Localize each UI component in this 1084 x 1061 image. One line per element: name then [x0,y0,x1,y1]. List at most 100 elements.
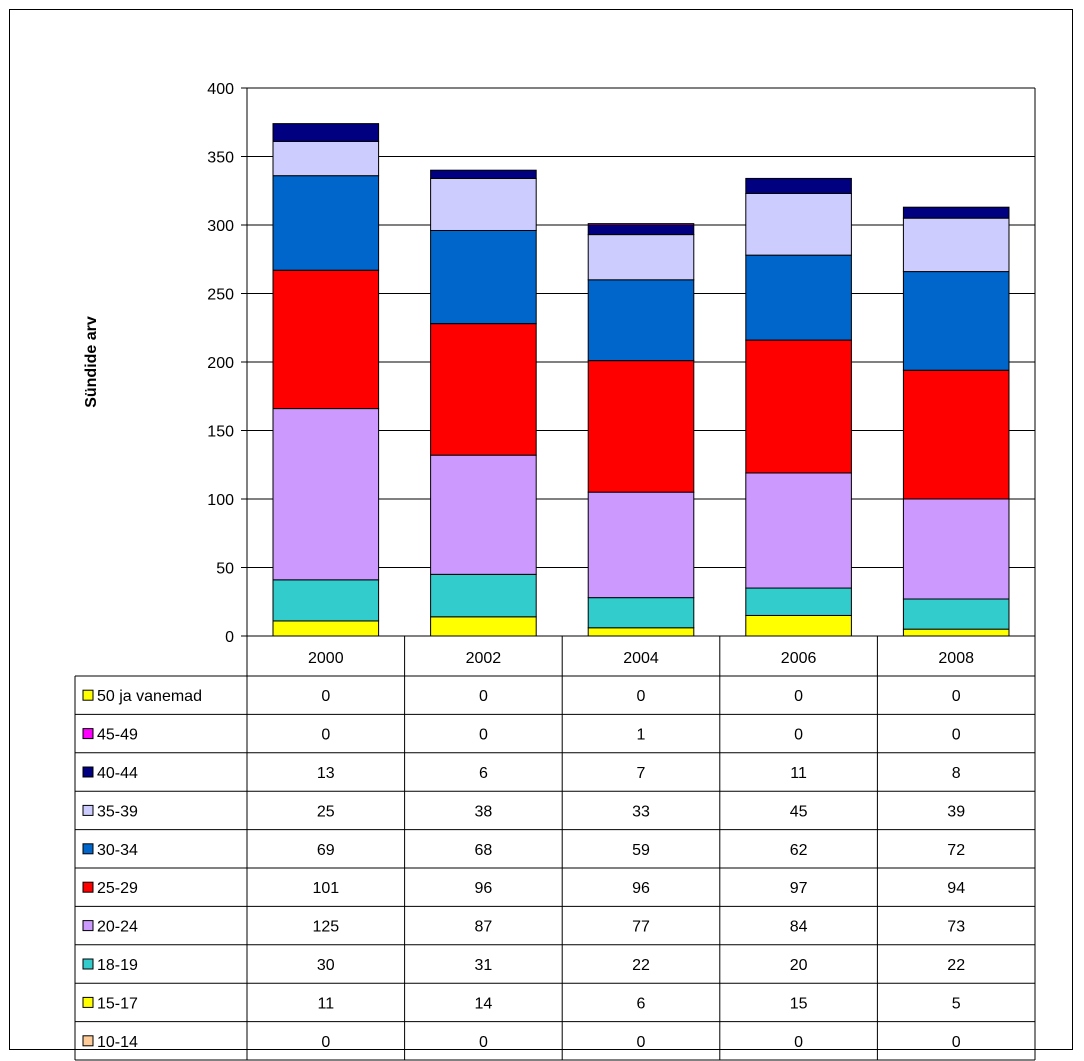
legend-label: 50 ja vanemad [97,688,202,705]
table-cell-value: 0 [952,688,961,705]
bar-segment [745,192,852,256]
chart-frame [9,9,1073,1050]
table-cell-value: 0 [321,688,330,705]
bar-segment [902,369,1010,500]
x-category-label: 2008 [938,650,974,667]
bar-segment [430,616,537,637]
table-cell-value: 84 [790,919,808,936]
table-cell-value: 0 [479,727,488,744]
table-cell-value: 45 [790,803,808,820]
legend-swatch [82,804,94,816]
table-cell-value: 62 [790,842,808,859]
y-tick-label: 400 [207,81,234,98]
legend-label: 25-29 [97,880,138,897]
y-tick-label: 350 [207,150,234,167]
bar-segment [587,223,695,226]
table-cell-value: 69 [317,842,335,859]
bar-segment [272,123,380,142]
legend-label: 18-19 [97,957,138,974]
bar-segment [745,339,852,474]
table-cell-value: 13 [317,765,335,782]
table-cell-value: 11 [790,765,807,782]
table-cell-value: 72 [947,842,965,859]
table-cell-value: 11 [317,995,334,1012]
table-cell-value: 6 [479,765,488,782]
table-cell-value: 0 [479,688,488,705]
axes: 0 50 100 150 200 250 300 350 400 [207,81,1036,646]
table-cell-value: 73 [947,919,965,936]
y-tick-label: 50 [216,561,234,578]
bar-segment [587,224,695,236]
table-cell-value: 15 [790,995,808,1012]
bar-segment [272,620,380,637]
bar-segment [430,229,537,325]
table-cell-value: 20 [790,957,808,974]
bar-segment [430,573,537,618]
x-category-label: 2004 [623,650,659,667]
bar-segment [587,597,695,629]
bar-segment [745,254,852,341]
table-cell-value: 0 [952,727,961,744]
legend-swatch [82,958,94,970]
bar-segment [902,598,1010,630]
table-cell-value: 0 [794,688,803,705]
legend-swatch [82,766,94,778]
table-cell-value: 97 [790,880,808,897]
table-cell-value: 0 [794,1034,803,1051]
legend-label: 30-34 [97,842,138,859]
bar-segment [745,472,852,589]
bar-segment [430,169,537,179]
bar-segment [430,323,537,456]
legend-swatch [82,689,94,701]
table-cell-value: 101 [312,880,339,897]
bar-segment [430,177,537,231]
bar-segment [745,614,852,637]
legend-swatch [82,920,94,932]
bar-segment [587,627,695,637]
table-cell-value: 0 [321,1034,330,1051]
table-cell-value: 0 [321,727,330,744]
table-cell-value: 77 [632,919,650,936]
legend-label: 15-17 [97,995,138,1012]
bar-segment [587,360,695,493]
bar-segment [902,628,1010,637]
table-cell-value: 5 [952,995,961,1012]
data-table: 20 0 0 2002 2004 2006 2008 50 ja vanemad 0 0 0 0 0 45… [74,635,1036,1061]
legend-label: 10-14 [97,1034,138,1051]
bar-segment [902,217,1010,273]
y-tick-label: 300 [207,218,234,235]
table-cell-value: 7 [637,765,646,782]
bar-segment [272,175,380,271]
legend-label: 40-44 [97,765,138,782]
bar-segment [272,579,380,622]
table-cell-value: 0 [637,688,646,705]
table-cell-value: 6 [637,995,646,1012]
bar-segment [272,269,380,410]
legend-swatch [82,881,94,893]
bar-segment [587,279,695,362]
bars [272,123,1010,637]
table-cell-value: 0 [479,1034,488,1051]
bar-segment [902,498,1010,600]
y-tick-label: 200 [207,355,234,372]
table-cell-value: 8 [952,765,961,782]
x-category-label: 2002 [466,650,502,667]
table-cell-value: 0 [794,727,803,744]
table-cell-value: 59 [632,842,650,859]
table-cell-value: 1 [637,727,646,744]
table-cell-value: 96 [632,880,650,897]
bar-segment [272,408,380,581]
table-cell-value: 22 [947,957,965,974]
legend-label: 45-49 [97,727,138,744]
table-cell-value: 30 [317,957,335,974]
legend-swatch [82,1035,94,1047]
x-category-label: 2006 [781,650,817,667]
table-cell-value: 25 [317,803,335,820]
y-tick-label: 250 [207,287,234,304]
bar-segment [272,140,380,177]
table-cell-value: 125 [312,919,339,936]
table-cell-value: 39 [947,803,965,820]
legend-swatch [82,843,94,855]
y-tick-label: 100 [207,492,234,509]
bar-segment [587,234,695,281]
